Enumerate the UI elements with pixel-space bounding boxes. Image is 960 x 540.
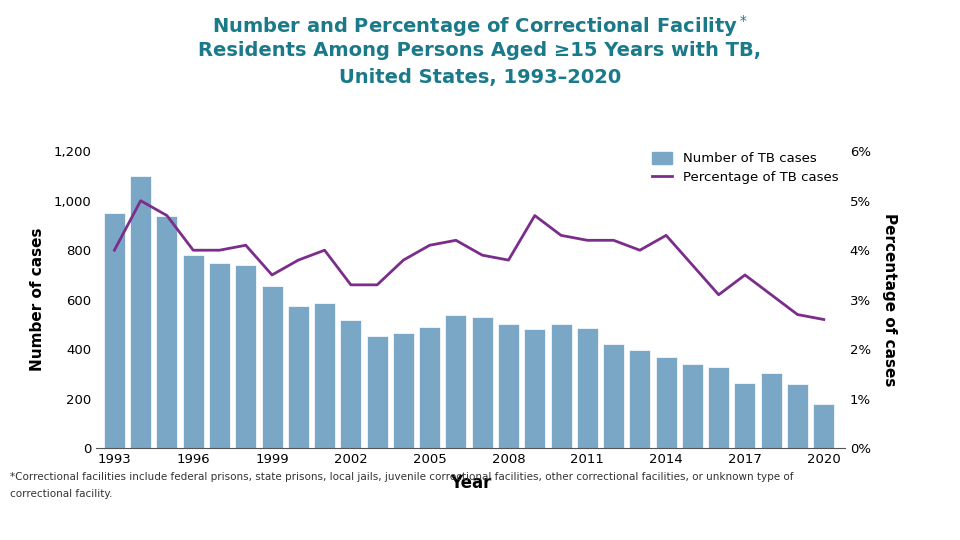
Bar [445, 314, 467, 448]
Bar [182, 255, 204, 448]
Bar [734, 383, 756, 448]
Y-axis label: Percentage of cases: Percentage of cases [882, 213, 897, 387]
Bar [367, 335, 388, 448]
Text: Number and Percentage of Correctional Facility$^*$: Number and Percentage of Correctional Fa… [212, 14, 748, 39]
Bar [131, 176, 151, 448]
Bar [104, 213, 125, 448]
Bar [341, 320, 361, 448]
Bar [682, 364, 703, 448]
Bar [708, 367, 730, 448]
Bar [261, 286, 282, 448]
Text: Residents Among Persons Aged ≥15 Years with TB,: Residents Among Persons Aged ≥15 Years w… [199, 40, 761, 59]
Legend: Number of TB cases, Percentage of TB cases: Number of TB cases, Percentage of TB cas… [652, 152, 838, 184]
Bar [314, 303, 335, 448]
Bar [656, 356, 677, 448]
Bar [787, 384, 808, 448]
Bar [420, 327, 441, 448]
Bar [760, 373, 781, 448]
Bar [524, 329, 545, 448]
Bar [630, 350, 650, 448]
Bar [603, 345, 624, 448]
Text: United States, 1993–2020: United States, 1993–2020 [339, 68, 621, 86]
Bar [471, 317, 492, 448]
Bar [813, 403, 834, 448]
Bar [393, 333, 414, 448]
Bar [288, 306, 309, 448]
Bar [156, 215, 178, 448]
X-axis label: Year: Year [449, 475, 492, 492]
Bar [577, 328, 598, 448]
Bar [498, 325, 519, 448]
Text: *Correctional facilities include federal prisons, state prisons, local jails, ju: *Correctional facilities include federal… [10, 472, 793, 483]
Text: correctional facility.: correctional facility. [10, 489, 112, 499]
Bar [209, 262, 230, 448]
Y-axis label: Number of cases: Number of cases [30, 228, 45, 372]
Bar [550, 325, 571, 448]
Bar [235, 265, 256, 448]
